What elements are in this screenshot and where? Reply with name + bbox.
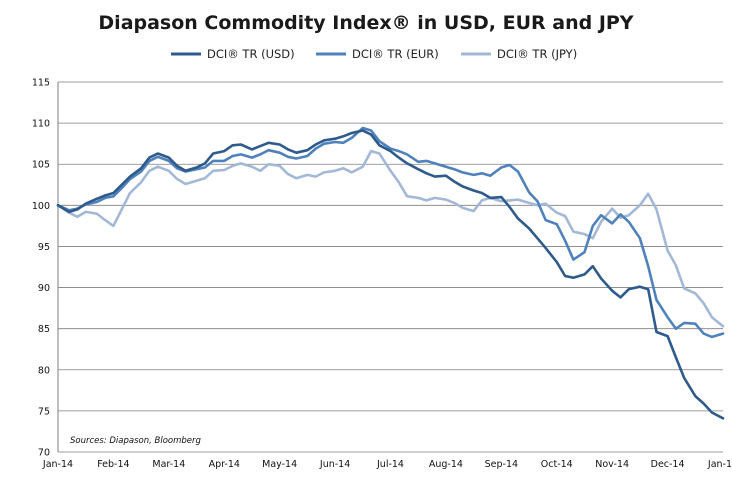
x-tick-label: Oct-14: [541, 459, 573, 470]
legend: DCI® TR (USD) DCI® TR (EUR) DCI® TR (JPY): [171, 47, 577, 61]
y-tick-label: 80: [38, 365, 50, 376]
y-tick-label: 95: [38, 242, 50, 253]
y-tick-label: 75: [38, 406, 50, 417]
y-tick-label: 85: [38, 324, 50, 335]
y-tick-label: 100: [32, 201, 50, 212]
source-annotation: Sources: Diapason, Bloomberg: [70, 436, 202, 446]
x-tick-label: Nov-14: [595, 459, 629, 470]
y-tick-label: 115: [32, 78, 50, 89]
legend-label-1: DCI® TR (EUR): [352, 47, 439, 61]
x-tick-label: Jan-15: [707, 459, 732, 470]
x-tick-label: May-14: [262, 459, 297, 470]
x-axis-tick-labels: Jan-14 Feb-14 Mar-14 Apr-14 May-14 Jun-14 Jul-…: [42, 459, 732, 470]
series-line-1: [56, 126, 725, 339]
x-tick-label: Jul-14: [376, 459, 404, 470]
legend-label-0: DCI® TR (USD): [207, 47, 295, 61]
x-tick-label: Mar-14: [152, 459, 185, 470]
series-lines: [56, 126, 725, 420]
legend-label-2: DCI® TR (JPY): [497, 47, 577, 61]
y-axis-tick-labels: 70 75 80 85 90 95 100 105 110 115: [32, 78, 50, 459]
y-tick-label: 90: [38, 283, 50, 294]
x-tick-label: Dec-14: [651, 459, 685, 470]
chart-title: Diapason Commodity Index® in USD, EUR an…: [98, 12, 633, 34]
y-tick-label: 110: [32, 119, 50, 130]
series-line-0: [56, 129, 725, 420]
x-tick-label: Aug-14: [429, 459, 463, 470]
gridlines: [57, 81, 723, 453]
series-line-2: [56, 149, 725, 328]
x-tick-label: Jun-14: [319, 459, 350, 470]
x-tick-label: Feb-14: [97, 459, 129, 470]
x-tick-label: Sep-14: [485, 459, 518, 470]
x-tick-label: Jan-14: [42, 459, 73, 470]
y-tick-label: 105: [32, 160, 50, 171]
x-tick-label: Apr-14: [209, 459, 240, 470]
y-tick-label: 70: [38, 448, 50, 459]
